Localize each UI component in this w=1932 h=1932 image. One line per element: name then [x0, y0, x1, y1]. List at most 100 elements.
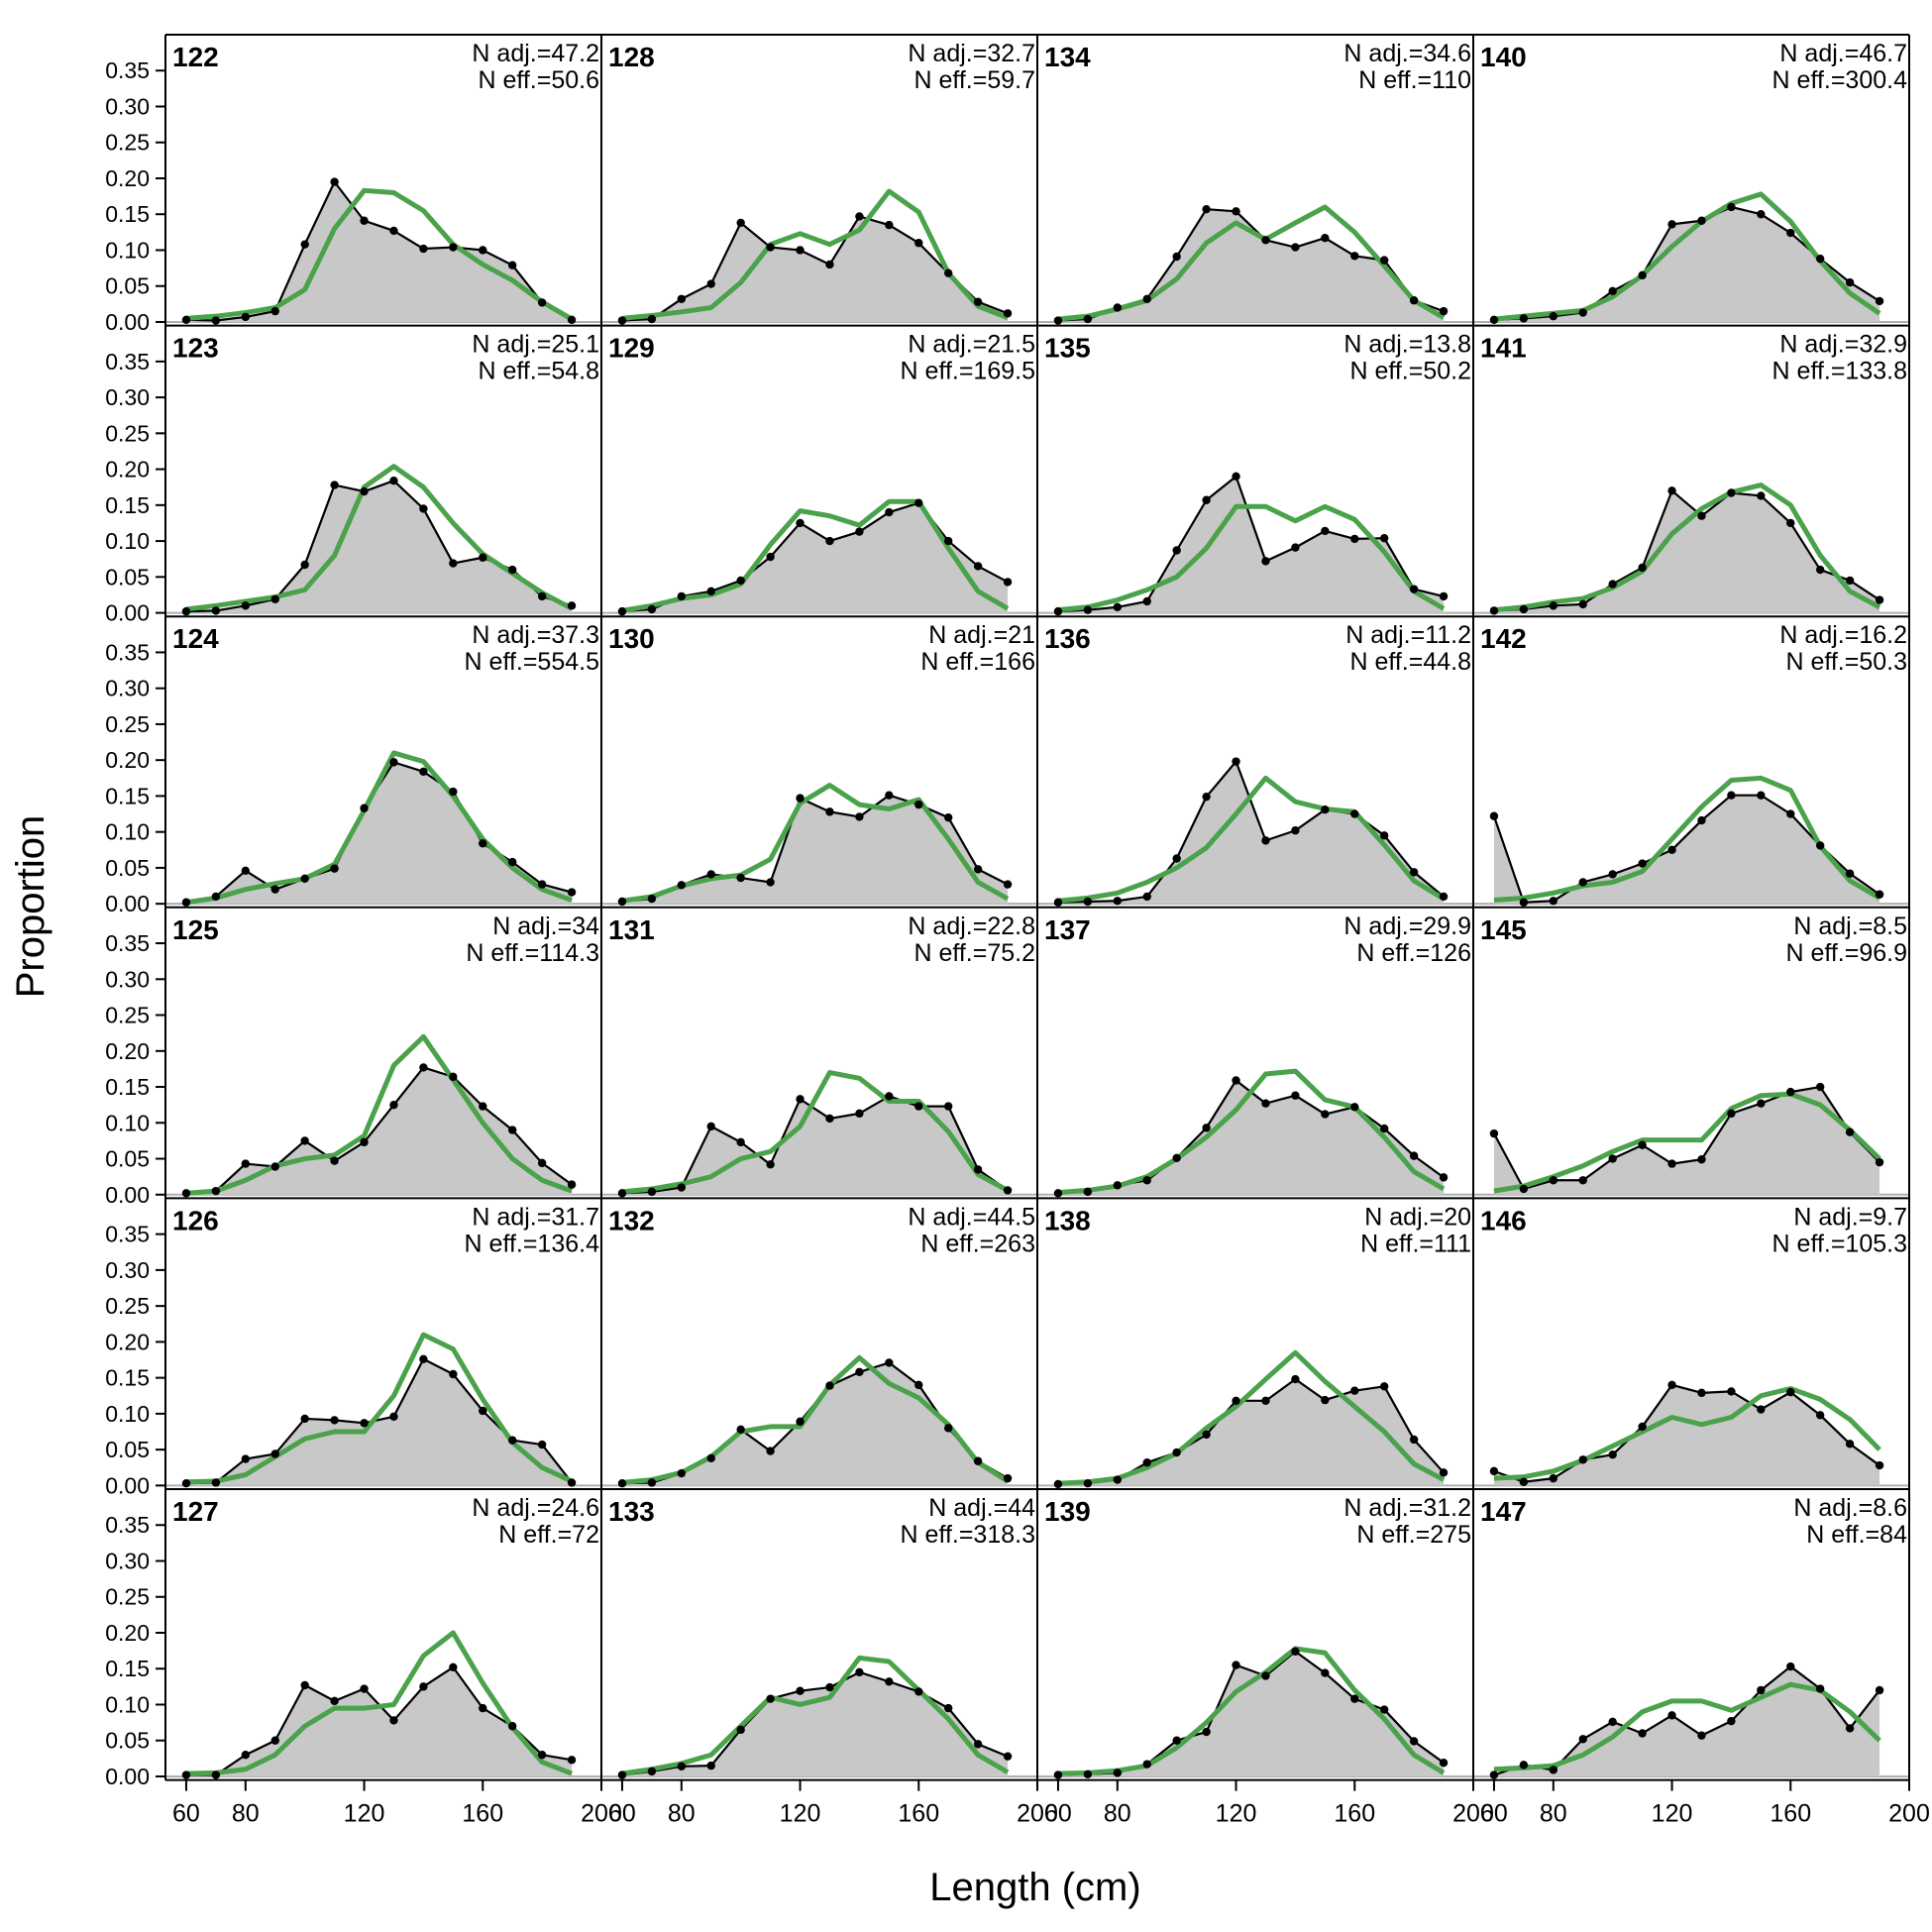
n-eff-label: N eff.=72	[498, 1521, 599, 1549]
x-tick-label: 120	[780, 1800, 821, 1828]
observed-point	[1757, 1685, 1766, 1695]
observed-point	[1083, 1770, 1093, 1779]
observed-point	[1667, 1711, 1676, 1720]
observed-point	[508, 1722, 517, 1731]
observed-point	[270, 885, 279, 894]
observed-point	[270, 594, 279, 604]
panel-126: 126 N adj.=31.7N eff.=136.4	[165, 1203, 601, 1488]
observed-point	[973, 297, 983, 306]
expected-line	[1057, 503, 1446, 613]
observed-point	[1667, 220, 1676, 229]
observed-point	[300, 874, 309, 884]
observed-point	[1638, 1729, 1647, 1738]
observed-point	[1549, 601, 1558, 610]
panel-id-label: 135	[1044, 333, 1091, 364]
observed-point	[944, 812, 953, 822]
observed-point	[300, 1136, 309, 1145]
n-adj-label: N adj.=8.6	[1793, 1494, 1907, 1522]
panel-146: 146 N adj.=9.7N eff.=105.3	[1473, 1203, 1909, 1487]
observed-point	[1608, 1450, 1617, 1459]
observed-point	[1202, 1430, 1211, 1440]
observed-point	[181, 1479, 191, 1488]
observed-point	[449, 559, 458, 568]
observed-area	[1493, 1666, 1880, 1776]
n-eff-label: N eff.=110	[1358, 66, 1471, 94]
n-eff-label: N eff.=59.7	[913, 66, 1035, 94]
observed-point	[706, 1761, 715, 1771]
observed-point	[1261, 1671, 1270, 1680]
panel-140: 140 N adj.=46.7N eff.=300.4	[1473, 40, 1909, 325]
observed-point	[419, 244, 428, 254]
observed-point	[1003, 880, 1013, 889]
observed-point	[1608, 1717, 1617, 1727]
panel-129: 129 N adj.=21.5N eff.=169.5	[601, 331, 1037, 616]
expected-line	[1493, 483, 1881, 613]
observed-point	[1439, 1468, 1449, 1477]
observed-point	[1380, 1705, 1389, 1714]
panel-127: 127 N adj.=24.6N eff.=72	[165, 1494, 601, 1779]
y-tick-label: 0.05	[105, 1146, 150, 1172]
observed-area	[621, 502, 1009, 613]
observed-point	[1439, 892, 1449, 902]
x-tick-label: 60	[172, 1800, 200, 1828]
observed-point	[736, 218, 745, 228]
observed-point	[1321, 1110, 1330, 1119]
observed-point	[537, 1158, 547, 1168]
panel-137: 137 N adj.=29.9N eff.=126	[1037, 912, 1473, 1198]
n-adj-label: N adj.=29.9	[1343, 912, 1471, 940]
observed-area	[1057, 1651, 1445, 1776]
observed-point	[211, 1478, 221, 1487]
observed-point	[647, 1767, 657, 1776]
observed-point	[1549, 1176, 1558, 1185]
y-tick-label: 0.30	[105, 93, 150, 119]
observed-point	[1519, 604, 1529, 614]
n-adj-label: N adj.=31.7	[472, 1203, 599, 1231]
observed-point	[1757, 1405, 1766, 1414]
x-tick-label: 120	[1652, 1800, 1693, 1828]
observed-point	[211, 606, 221, 615]
x-tick-label: 60	[608, 1800, 636, 1828]
observed-area	[1057, 761, 1445, 905]
expected-line	[1057, 1646, 1446, 1776]
observed-point	[1003, 1473, 1013, 1483]
panel-id-label: 147	[1480, 1496, 1527, 1527]
y-tick-label: 0.15	[105, 1365, 150, 1391]
observed-point	[1321, 1668, 1330, 1677]
n-adj-label: N adj.=21.5	[908, 331, 1035, 359]
observed-point	[1578, 1176, 1587, 1185]
n-adj-label: N adj.=21	[928, 621, 1035, 649]
panel-128: 128 N adj.=32.7N eff.=59.7	[601, 40, 1037, 325]
y-tick-label: 0.25	[105, 1003, 150, 1028]
observed-point	[647, 1478, 657, 1487]
y-tick-label: 0.20	[105, 1329, 150, 1354]
observed-point	[1380, 533, 1389, 543]
observed-point	[1727, 488, 1736, 497]
n-eff-label: N eff.=50.3	[1785, 648, 1907, 676]
observed-point	[677, 1183, 687, 1192]
y-tick-label: 0.00	[105, 600, 150, 626]
n-eff-label: N eff.=75.2	[913, 939, 1035, 967]
observed-point	[1232, 207, 1240, 216]
panel-id-label: 128	[608, 42, 655, 72]
observed-point	[1549, 311, 1558, 321]
x-tick-label: 200	[1888, 1800, 1930, 1828]
n-adj-label: N adj.=32.7	[908, 40, 1035, 67]
observed-point	[1549, 1766, 1558, 1774]
observed-point	[796, 1095, 805, 1104]
observed-point	[1350, 534, 1359, 544]
n-eff-label: N eff.=105.3	[1772, 1230, 1907, 1257]
observed-point	[1003, 578, 1013, 587]
y-tick-label: 0.25	[105, 1293, 150, 1319]
observed-point	[677, 294, 687, 303]
x-tick-label: 120	[1216, 1800, 1257, 1828]
observed-point	[736, 873, 745, 883]
observed-point	[1875, 890, 1884, 899]
observed-line	[1493, 489, 1880, 612]
observed-point	[885, 1092, 894, 1101]
observed-area	[185, 481, 573, 613]
observed-point	[706, 1453, 715, 1463]
observed-point	[360, 1419, 369, 1428]
n-adj-label: N adj.=16.2	[1779, 621, 1907, 649]
panel-id-label: 127	[172, 1496, 219, 1527]
expected-line	[621, 188, 1009, 321]
